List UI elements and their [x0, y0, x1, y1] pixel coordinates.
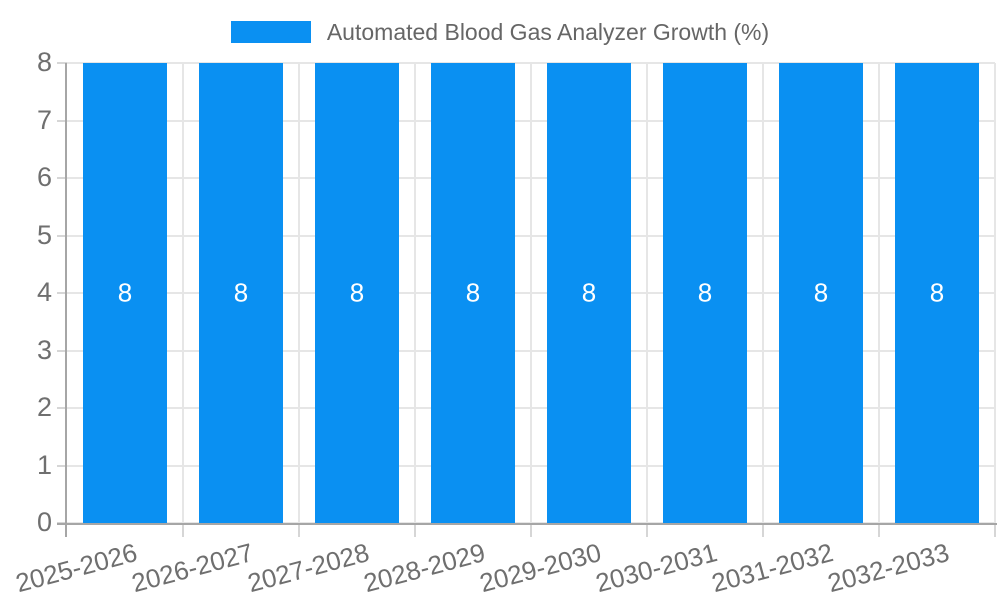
y-axis-line	[65, 63, 67, 537]
y-tick-mark	[57, 62, 67, 64]
x-tick-mark	[414, 525, 416, 537]
x-tick-mark	[994, 525, 996, 537]
y-axis-tick-label: 4	[36, 276, 52, 307]
x-tick-mark	[878, 525, 880, 537]
x-tick-mark	[182, 525, 184, 537]
x-gridline	[298, 63, 300, 523]
x-tick-mark	[762, 525, 764, 537]
legend-label: Automated Blood Gas Analyzer Growth (%)	[326, 19, 770, 45]
x-gridline	[530, 63, 532, 523]
y-axis-tick-label: 0	[36, 506, 52, 537]
y-axis-tick-label: 3	[36, 334, 52, 365]
legend: Automated Blood Gas Analyzer Growth (%)	[0, 19, 1000, 45]
y-tick-mark	[57, 119, 67, 122]
x-tick-mark	[646, 525, 648, 537]
bar[interactable]	[199, 63, 283, 523]
bar[interactable]	[315, 63, 399, 523]
bar[interactable]	[663, 63, 747, 523]
legend-swatch[interactable]	[230, 21, 311, 43]
bar-value-label: 8	[117, 277, 133, 308]
bar[interactable]	[547, 63, 631, 523]
y-axis-tick-label: 8	[36, 46, 52, 77]
x-gridline	[414, 63, 416, 523]
bar-value-label: 8	[813, 277, 829, 308]
bar[interactable]	[895, 63, 979, 523]
x-gridline	[762, 63, 764, 523]
y-axis-tick-label: 1	[36, 449, 52, 480]
y-tick-mark	[57, 177, 67, 179]
x-gridline	[994, 63, 996, 523]
y-axis-tick-label: 7	[36, 104, 52, 135]
y-tick-mark	[57, 349, 67, 352]
y-axis-tick-label: 2	[36, 391, 52, 422]
y-tick-mark	[57, 292, 67, 294]
x-gridline	[182, 63, 184, 523]
y-tick-mark	[57, 464, 67, 467]
x-tick-mark	[298, 525, 300, 537]
bar-value-label: 8	[581, 277, 597, 308]
x-gridline	[878, 63, 880, 523]
y-tick-mark	[57, 407, 67, 409]
bar[interactable]	[83, 63, 167, 523]
y-axis-tick-label: 5	[36, 219, 52, 250]
bar-value-label: 8	[233, 277, 249, 308]
y-tick-mark	[57, 234, 67, 237]
bar-value-label: 8	[697, 277, 713, 308]
bar[interactable]	[779, 63, 863, 523]
bar[interactable]	[431, 63, 515, 523]
y-axis-tick-label: 6	[36, 161, 52, 192]
x-tick-mark	[530, 525, 532, 537]
bar-value-label: 8	[929, 277, 945, 308]
x-gridline	[646, 63, 648, 523]
bar-value-label: 8	[349, 277, 365, 308]
bar-value-label: 8	[465, 277, 481, 308]
x-axis-line	[57, 523, 997, 525]
